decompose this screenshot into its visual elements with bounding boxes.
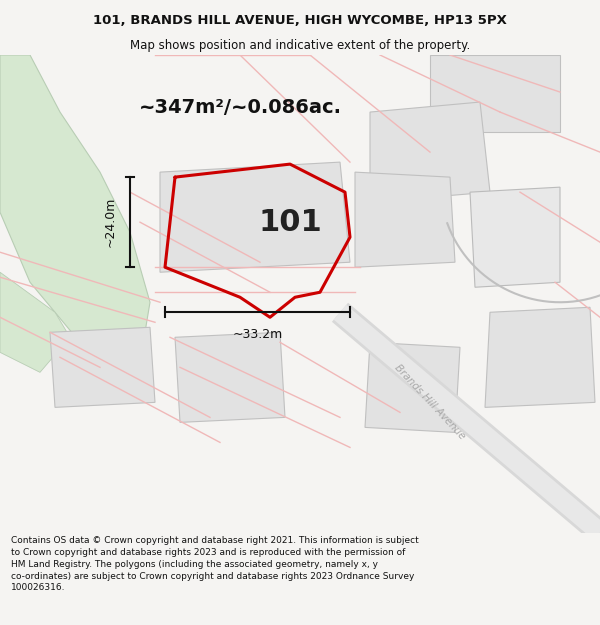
Polygon shape <box>485 308 595 408</box>
Polygon shape <box>430 55 560 132</box>
Polygon shape <box>0 272 70 372</box>
Polygon shape <box>0 55 150 352</box>
Polygon shape <box>50 328 155 408</box>
Text: Contains OS data © Crown copyright and database right 2021. This information is : Contains OS data © Crown copyright and d… <box>11 536 419 592</box>
Polygon shape <box>160 162 350 272</box>
Text: ~33.2m: ~33.2m <box>232 328 283 341</box>
Polygon shape <box>470 187 560 288</box>
Polygon shape <box>175 332 285 422</box>
Polygon shape <box>370 102 490 202</box>
Polygon shape <box>355 172 455 268</box>
Text: 101, BRANDS HILL AVENUE, HIGH WYCOMBE, HP13 5PX: 101, BRANDS HILL AVENUE, HIGH WYCOMBE, H… <box>93 14 507 27</box>
Polygon shape <box>365 342 460 432</box>
Text: ~24.0m: ~24.0m <box>104 197 116 248</box>
Text: Map shows position and indicative extent of the property.: Map shows position and indicative extent… <box>130 39 470 51</box>
Text: ~347m²/~0.086ac.: ~347m²/~0.086ac. <box>139 98 341 116</box>
Text: 101: 101 <box>258 208 322 237</box>
Text: Brands Hill Avenue: Brands Hill Avenue <box>393 363 467 442</box>
